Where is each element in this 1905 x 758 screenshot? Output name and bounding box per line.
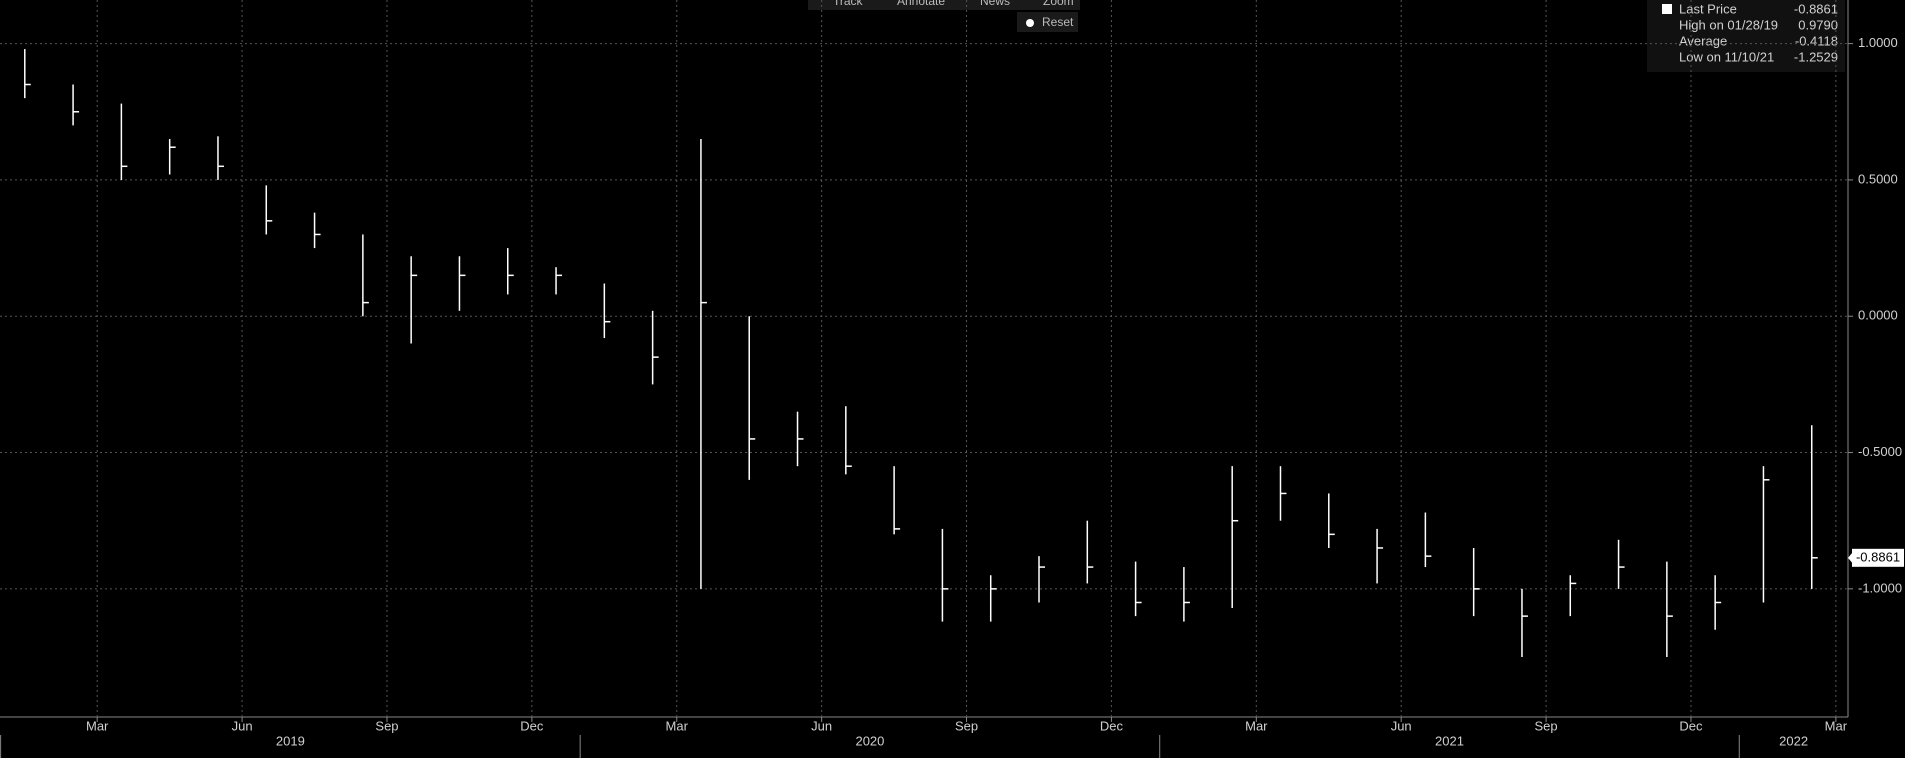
- year-label: 2021: [1435, 733, 1464, 748]
- reset-icon: [1026, 19, 1034, 27]
- tool-zoom[interactable]: Zoom: [1043, 0, 1074, 8]
- year-label: 2019: [276, 733, 305, 748]
- x-tick-label: Sep: [955, 718, 978, 733]
- x-tick-label: Dec: [1100, 718, 1124, 733]
- legend-bg: [1647, 0, 1845, 72]
- x-tick-label: Jun: [1391, 718, 1412, 733]
- legend-value: -0.8861: [1794, 1, 1838, 16]
- tool-track[interactable]: Track: [833, 0, 864, 8]
- tool-news[interactable]: News: [980, 0, 1010, 8]
- y-tick-label: 0.5000: [1858, 171, 1898, 186]
- legend-value: 0.9790: [1798, 17, 1838, 32]
- x-tick-label: Mar: [1245, 718, 1268, 733]
- x-tick-label: Jun: [811, 718, 832, 733]
- x-tick-label: Dec: [520, 718, 544, 733]
- x-tick-label: Sep: [375, 718, 398, 733]
- last-price-label: -0.8861: [1856, 549, 1900, 564]
- x-tick-label: Jun: [232, 718, 253, 733]
- x-tick-label: Sep: [1535, 718, 1558, 733]
- legend-label: High on 01/28/19: [1679, 17, 1778, 32]
- y-tick-label: 0.0000: [1858, 308, 1898, 323]
- legend-value: -0.4118: [1795, 33, 1838, 48]
- legend-label: Low on 11/10/21: [1679, 49, 1774, 64]
- legend-swatch: [1662, 4, 1672, 14]
- y-tick-label: -1.0000: [1858, 580, 1902, 595]
- last-price-tag: [1852, 548, 1904, 567]
- legend-label: Last Price: [1679, 1, 1737, 16]
- legend: [1647, 0, 1845, 72]
- reset-button[interactable]: [1017, 12, 1078, 32]
- year-label: 2022: [1779, 733, 1808, 748]
- x-tick-label: Dec: [1679, 718, 1703, 733]
- y-tick-label: 1.0000: [1858, 35, 1898, 50]
- x-tick-label: Mar: [666, 718, 689, 733]
- toolbar-bg: [808, 0, 1080, 10]
- last-price-pointer: [1848, 551, 1853, 564]
- year-label: 2020: [855, 733, 884, 748]
- tool-annotate[interactable]: Annotate: [897, 0, 945, 8]
- toolbar: Track Annotate News Zoom Reset: [808, 0, 1080, 32]
- legend-value: -1.2529: [1794, 49, 1838, 64]
- x-tick-label: Mar: [1825, 718, 1848, 733]
- reset-label[interactable]: Reset: [1042, 15, 1074, 29]
- x-tick-label: Mar: [86, 718, 109, 733]
- y-tick-label: -0.5000: [1858, 444, 1902, 459]
- legend-label: Average: [1679, 33, 1727, 48]
